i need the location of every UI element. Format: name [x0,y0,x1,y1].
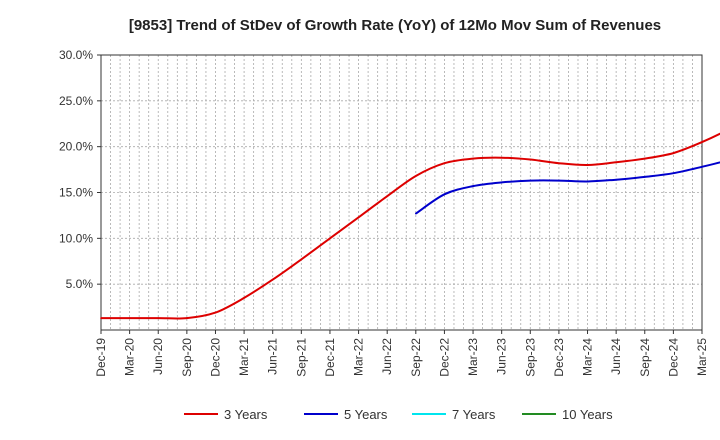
data-point [672,172,675,175]
x-tick-label: Dec-23 [552,338,566,377]
data-point [415,212,417,215]
y-tick-label: 20.0% [59,140,93,154]
data-point [472,157,474,160]
chart-title: [9853] Trend of StDev of Growth Rate (Yo… [129,17,661,34]
data-point [586,164,589,166]
data-point [443,162,446,164]
x-tick-label: Mar-20 [123,338,137,376]
data-point [415,175,417,177]
data-point [214,311,217,314]
x-tick-label: Mar-22 [352,338,366,376]
data-point [443,193,446,196]
x-tick-label: Dec-21 [323,338,337,377]
data-point [615,178,617,181]
data-point [100,317,102,319]
x-tick-label: Mar-23 [466,338,480,376]
x-tick-label: Jun-23 [495,338,509,375]
data-point [643,157,646,160]
data-point [672,152,675,154]
data-point [157,317,160,319]
data-point [529,158,532,161]
data-point [615,161,617,164]
x-axis: Dec-19 Mar-20 Jun-20 Sep-20 Dec-20 Mar-21 Jun-… [94,330,709,377]
x-tick-label: Sep-24 [638,338,652,377]
x-tick-label: Sep-23 [523,338,537,377]
data-point [558,179,560,182]
data-point [500,156,503,159]
x-tick-label: Sep-20 [180,338,194,377]
series-lines [100,132,720,320]
y-tick-label: 15.0% [59,186,93,200]
x-tick-label: Sep-21 [294,338,308,377]
y-tick-label: 5.0% [66,277,94,291]
x-tick-label: Jun-21 [266,338,280,375]
x-tick-label: Mar-24 [581,338,595,376]
y-tick-label: 30.0% [59,48,93,62]
series-line-3-years [101,132,720,320]
legend-label: 7 Years [452,407,496,422]
data-point [329,237,331,240]
data-point [529,179,532,182]
legend-label: 5 Years [344,407,388,422]
legend-label: 10 Years [562,407,613,422]
y-tick-label: 10.0% [59,231,93,245]
x-tick-label: Sep-22 [409,338,423,377]
x-tick-label: Jun-22 [380,338,394,375]
y-axis: 5.0% 10.0% 15.0% 20.0% 25.0% 30.0% [59,48,101,291]
legend-label: 3 Years [224,407,268,422]
x-tick-label: Mar-21 [237,338,251,376]
x-tick-label: Dec-24 [666,338,680,377]
data-point [271,278,274,281]
data-point [500,181,503,184]
y-tick-label: 25.0% [59,94,93,108]
data-point [586,180,589,183]
data-point [558,162,560,164]
x-tick-label: Jun-20 [151,338,165,375]
data-point [386,195,388,197]
x-tick-label: Jun-24 [609,338,623,375]
data-point [128,317,131,319]
x-tick-label: Mar-25 [695,338,709,376]
x-tick-label: Dec-20 [208,338,222,377]
data-point [701,141,703,143]
data-point [643,176,646,178]
data-point [243,297,245,299]
legend: 3 Years 5 Years 7 Years 10 Years [184,407,613,422]
x-tick-label: Dec-19 [94,338,108,377]
x-tick-label: Dec-22 [437,338,451,377]
data-point [701,166,703,168]
data-point [186,317,188,319]
data-point [357,216,360,219]
data-point [300,258,303,261]
data-point [472,185,474,187]
